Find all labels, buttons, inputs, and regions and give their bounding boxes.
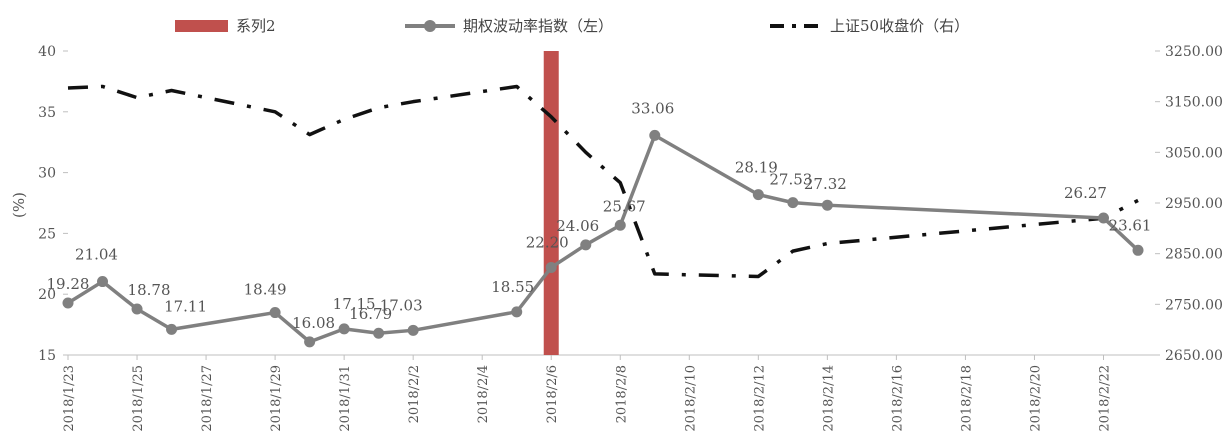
volatility-data-label: 18.55 xyxy=(491,278,534,296)
volatility-data-label: 27.53 xyxy=(769,171,812,189)
volatility-data-label: 18.49 xyxy=(244,281,287,299)
volatility-point xyxy=(338,323,350,335)
volatility-point xyxy=(1132,244,1144,256)
legend-label-series2: 系列2 xyxy=(236,17,276,35)
x-tick-label: 2018/1/27 xyxy=(200,365,215,432)
legend-label-sse50: 上证50收盘价（右） xyxy=(830,17,969,35)
volatility-point xyxy=(1097,212,1109,224)
volatility-point xyxy=(649,129,661,141)
x-tick-label: 2018/2/8 xyxy=(614,365,629,423)
y-left-tick-label: 20 xyxy=(38,287,56,303)
volatility-data-label: 28.19 xyxy=(735,159,778,177)
x-tick-label: 2018/2/4 xyxy=(476,365,491,423)
volatility-data-label: 18.78 xyxy=(128,281,171,299)
y-right-tick-label: 3150.00 xyxy=(1165,95,1223,111)
volatility-data-label: 21.04 xyxy=(75,246,118,264)
y-right-tick-label: 2650.00 xyxy=(1165,348,1223,364)
volatility-point xyxy=(373,327,385,339)
legend-swatch-volatility-marker xyxy=(424,20,436,32)
volatility-point xyxy=(97,276,109,288)
x-tick-label: 2018/2/18 xyxy=(959,365,974,432)
volatility-data-label: 27.32 xyxy=(804,175,847,193)
volatility-data-label: 33.06 xyxy=(631,99,674,117)
axes: 15 20 25 30 35 40 2650.00 2750.00 2850.00 2950.00… xyxy=(38,44,1223,432)
volatility-data-label: 25.67 xyxy=(603,197,646,215)
y-right-tick-label: 3250.00 xyxy=(1165,44,1223,60)
volatility-point xyxy=(614,219,626,231)
sse50-line xyxy=(67,84,1139,279)
sse50-series xyxy=(67,84,1139,279)
volatility-point xyxy=(407,324,419,336)
volatility-point xyxy=(511,306,523,318)
x-tick-label: 2018/2/16 xyxy=(890,365,905,432)
x-tick-label: 2018/2/20 xyxy=(1028,365,1043,432)
volatility-point xyxy=(62,297,74,309)
volatility-point xyxy=(304,336,316,348)
legend-label-volatility: 期权波动率指数（左） xyxy=(463,17,613,35)
volatility-data-label: 24.06 xyxy=(556,217,599,235)
bar-layer xyxy=(543,51,559,355)
y-left-tick-label: 35 xyxy=(38,105,56,121)
volatility-point xyxy=(821,199,833,211)
x-tick-label: 2018/2/22 xyxy=(1097,365,1112,432)
volatility-series xyxy=(62,129,1144,348)
series2-bar xyxy=(543,51,559,355)
y-left-tick-label: 30 xyxy=(38,166,56,182)
volatility-data-label: 23.61 xyxy=(1109,216,1152,234)
legend: 系列2 期权波动率指数（左） 上证50收盘价（右） xyxy=(175,17,969,35)
x-tick-label: 2018/2/6 xyxy=(545,365,560,423)
volatility-point xyxy=(787,197,799,209)
y-right-tick-label: 2950.00 xyxy=(1165,196,1223,212)
x-tick-label: 2018/2/10 xyxy=(683,365,698,432)
volatility-data-label: 16.08 xyxy=(292,314,335,332)
volatility-point xyxy=(166,323,178,335)
x-tick-label: 2018/2/2 xyxy=(407,365,422,423)
x-tick-label: 2018/1/31 xyxy=(338,365,353,432)
legend-swatch-series2 xyxy=(175,20,228,32)
y-right-tick-label: 2850.00 xyxy=(1165,247,1223,263)
x-tick-label: 2018/2/12 xyxy=(752,365,767,432)
volatility-data-label: 19.28 xyxy=(47,275,90,293)
y-right-tick-label: 2750.00 xyxy=(1165,297,1223,313)
volatility-point xyxy=(752,189,764,201)
x-tick-label: 2018/1/23 xyxy=(62,365,77,432)
x-tick-label: 2018/2/14 xyxy=(821,365,836,432)
y-right-tick-label: 3050.00 xyxy=(1165,145,1223,161)
volatility-point xyxy=(131,303,143,315)
x-tick-label: 2018/1/29 xyxy=(269,365,284,432)
y-left-tick-label: 25 xyxy=(38,226,56,242)
volatility-data-label: 22.20 xyxy=(526,233,569,251)
x-tick-label: 2018/1/25 xyxy=(131,365,146,432)
volatility-data-label: 26.27 xyxy=(1064,184,1107,202)
volatility-data-label: 17.11 xyxy=(164,297,207,315)
y-axis-left-label: (%) xyxy=(10,192,28,218)
volatility-data-label: 17.03 xyxy=(380,296,423,314)
y-left-tick-label: 15 xyxy=(38,348,56,364)
y-left-tick-label: 40 xyxy=(38,44,56,60)
volatility-point xyxy=(580,239,592,251)
volatility-data-label: 16.79 xyxy=(349,305,392,323)
volatility-point xyxy=(545,261,557,273)
volatility-data-label: 17.15 xyxy=(333,295,376,313)
volatility-point xyxy=(269,307,281,319)
